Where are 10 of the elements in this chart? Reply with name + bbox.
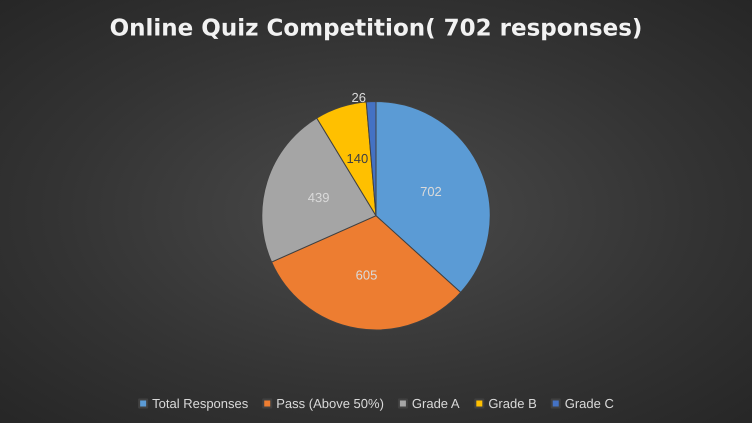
legend-label: Grade A: [412, 396, 460, 411]
data-label: 140: [346, 151, 368, 166]
legend-label: Pass (Above 50%): [276, 396, 384, 411]
data-label: 605: [356, 268, 378, 283]
chart-title: Online Quiz Competition( 702 responses): [110, 16, 642, 42]
legend-label: Grade B: [488, 396, 537, 411]
data-label: 26: [351, 90, 366, 106]
legend-label: Grade C: [564, 396, 614, 411]
data-label: 702: [420, 184, 442, 199]
legend-label: Total Responses: [152, 396, 249, 411]
